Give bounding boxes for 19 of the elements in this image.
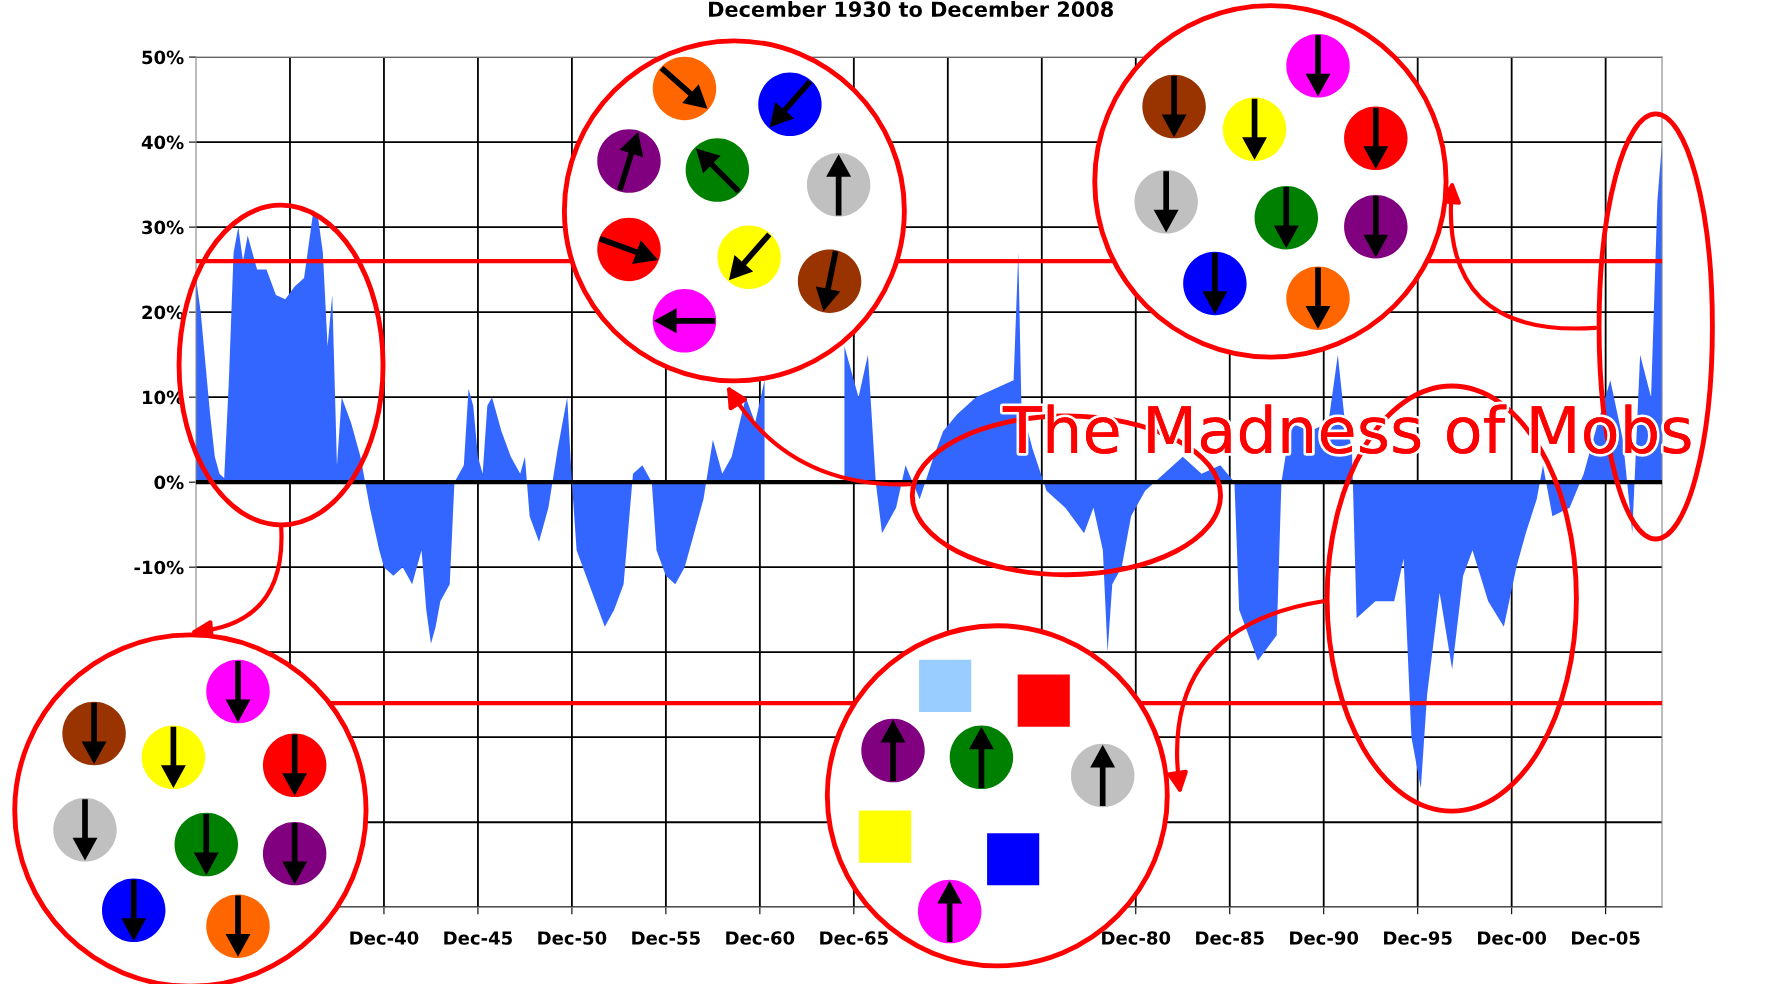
x-tick-label: Dec-00: [1478, 931, 1547, 945]
x-tick-label: Dec-55: [632, 931, 700, 945]
y-tick-label: 0%: [154, 475, 184, 490]
x-tick-label: Dec-40: [350, 931, 419, 945]
y-tick-label: 40%: [141, 135, 184, 150]
y-tick-label: 30%: [142, 220, 184, 235]
y-tick-label: 20%: [142, 305, 184, 320]
y-tick-label: -10%: [134, 560, 184, 575]
x-tick-label: Dec-05: [1572, 931, 1640, 945]
x-tick-label: Dec-50: [538, 931, 607, 945]
x-tick-label: Dec-80: [1102, 931, 1171, 945]
x-tick-label: Dec-65: [820, 931, 888, 945]
x-tick-label: Dec-60: [726, 931, 795, 945]
x-tick-label: Dec-45: [444, 931, 512, 945]
x-tick-label: Dec-95: [1384, 931, 1452, 945]
x-tick-label: Dec-85: [1196, 931, 1264, 945]
y-tick-label: 50%: [142, 50, 184, 65]
chart-title: December 1930 to December 2008: [709, 0, 1113, 18]
x-tick-label: Dec-90: [1290, 931, 1359, 945]
